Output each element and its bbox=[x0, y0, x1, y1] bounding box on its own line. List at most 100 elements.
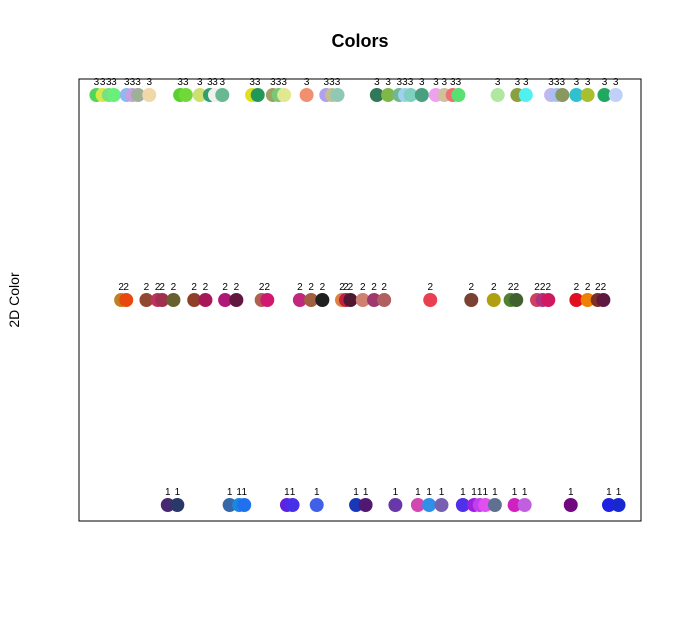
data-point-2-9 bbox=[229, 293, 244, 307]
data-point-2-7 bbox=[198, 293, 213, 307]
data-label-3-13: 3 bbox=[220, 77, 226, 88]
data-label-2-31: 2 bbox=[595, 282, 601, 293]
data-label-1-18: 1 bbox=[492, 487, 498, 498]
data-label-3-21: 3 bbox=[329, 77, 335, 88]
data-point-2-30 bbox=[580, 293, 595, 307]
y-axis-label: 2D Color bbox=[6, 272, 22, 328]
data-point-1-12 bbox=[422, 498, 437, 512]
data-point-3-35 bbox=[518, 88, 533, 102]
data-point-1-7 bbox=[309, 498, 324, 512]
data-label-1-7: 1 bbox=[314, 487, 320, 498]
data-label-2-7: 2 bbox=[203, 282, 209, 293]
data-label-1-2: 1 bbox=[227, 487, 233, 498]
data-point-2-28 bbox=[541, 293, 556, 307]
data-point-2-32 bbox=[596, 293, 611, 307]
data-label-3-4: 3 bbox=[124, 77, 130, 88]
data-point-1-9 bbox=[358, 498, 373, 512]
data-point-1-4 bbox=[237, 498, 252, 512]
data-label-1-13: 1 bbox=[439, 487, 445, 498]
data-label-3-25: 3 bbox=[397, 77, 403, 88]
data-point-1-19 bbox=[507, 498, 522, 512]
data-point-1-13 bbox=[434, 498, 449, 512]
data-point-3-40 bbox=[580, 88, 595, 102]
data-label-3-39: 3 bbox=[574, 77, 580, 88]
data-label-1-12: 1 bbox=[426, 487, 432, 498]
data-label-2-9: 2 bbox=[234, 282, 240, 293]
data-label-2-4: 2 bbox=[159, 282, 165, 293]
data-label-3-5: 3 bbox=[130, 77, 136, 88]
data-label-1-16: 1 bbox=[477, 487, 483, 498]
data-label-3-2: 3 bbox=[106, 77, 112, 88]
data-label-2-10: 2 bbox=[259, 282, 265, 293]
data-label-3-40: 3 bbox=[585, 77, 591, 88]
data-label-2-27: 2 bbox=[540, 282, 546, 293]
data-label-2-21: 2 bbox=[427, 282, 433, 293]
data-label-3-18: 3 bbox=[281, 77, 287, 88]
data-point-2-18 bbox=[355, 293, 370, 307]
data-label-2-0: 2 bbox=[118, 282, 124, 293]
data-label-1-8: 1 bbox=[353, 487, 359, 498]
data-point-3-39 bbox=[569, 88, 584, 102]
data-label-1-0: 1 bbox=[165, 487, 171, 498]
data-label-2-16: 2 bbox=[343, 282, 349, 293]
data-label-2-25: 2 bbox=[513, 282, 519, 293]
data-label-2-28: 2 bbox=[545, 282, 551, 293]
data-label-3-19: 3 bbox=[304, 77, 310, 88]
data-label-2-3: 2 bbox=[155, 282, 161, 293]
data-label-1-3: 1 bbox=[236, 487, 242, 498]
chart-title: Colors bbox=[331, 31, 388, 51]
data-point-2-23 bbox=[486, 293, 501, 307]
data-label-3-36: 3 bbox=[548, 77, 554, 88]
data-label-3-33: 3 bbox=[495, 77, 501, 88]
data-point-3-13 bbox=[215, 88, 230, 102]
data-point-1-18 bbox=[487, 498, 502, 512]
data-point-3-18 bbox=[277, 88, 292, 102]
data-label-1-9: 1 bbox=[363, 487, 369, 498]
data-label-1-22: 1 bbox=[606, 487, 612, 498]
data-point-3-24 bbox=[381, 88, 396, 102]
data-label-1-10: 1 bbox=[393, 487, 399, 498]
data-label-3-22: 3 bbox=[335, 77, 341, 88]
data-point-2-22 bbox=[464, 293, 479, 307]
data-label-3-42: 3 bbox=[613, 77, 619, 88]
data-label-2-29: 2 bbox=[574, 282, 580, 293]
data-label-3-3: 3 bbox=[111, 77, 117, 88]
data-label-1-6: 1 bbox=[290, 487, 296, 498]
data-label-2-26: 2 bbox=[534, 282, 540, 293]
data-point-2-13 bbox=[304, 293, 319, 307]
data-label-2-11: 2 bbox=[264, 282, 270, 293]
data-point-3-6 bbox=[131, 88, 146, 102]
data-point-1-6 bbox=[285, 498, 300, 512]
data-point-2-8 bbox=[218, 293, 233, 307]
data-label-3-7: 3 bbox=[146, 77, 152, 88]
data-point-2-11 bbox=[260, 293, 275, 307]
data-label-3-1: 3 bbox=[100, 77, 106, 88]
data-label-2-30: 2 bbox=[585, 282, 591, 293]
data-point-2-17 bbox=[343, 293, 358, 307]
data-label-2-19: 2 bbox=[371, 282, 377, 293]
plot-frame bbox=[78, 78, 642, 522]
data-label-2-6: 2 bbox=[191, 282, 197, 293]
data-point-2-4 bbox=[155, 293, 170, 307]
data-point-3-23 bbox=[369, 88, 384, 102]
data-label-3-12: 3 bbox=[212, 77, 218, 88]
data-label-3-14: 3 bbox=[249, 77, 255, 88]
data-label-3-34: 3 bbox=[515, 77, 521, 88]
data-label-2-22: 2 bbox=[468, 282, 474, 293]
data-label-1-4: 1 bbox=[241, 487, 247, 498]
data-label-3-28: 3 bbox=[419, 77, 425, 88]
data-point-2-14 bbox=[315, 293, 330, 307]
data-label-3-35: 3 bbox=[523, 77, 529, 88]
data-label-2-1: 2 bbox=[123, 282, 129, 293]
data-label-3-27: 3 bbox=[408, 77, 414, 88]
data-label-3-11: 3 bbox=[207, 77, 213, 88]
data-point-3-42 bbox=[608, 88, 623, 102]
data-label-3-16: 3 bbox=[270, 77, 276, 88]
data-label-3-23: 3 bbox=[374, 77, 380, 88]
data-label-3-8: 3 bbox=[177, 77, 183, 88]
data-point-3-7 bbox=[142, 88, 157, 102]
data-point-3-9 bbox=[178, 88, 193, 102]
data-label-3-24: 3 bbox=[385, 77, 391, 88]
